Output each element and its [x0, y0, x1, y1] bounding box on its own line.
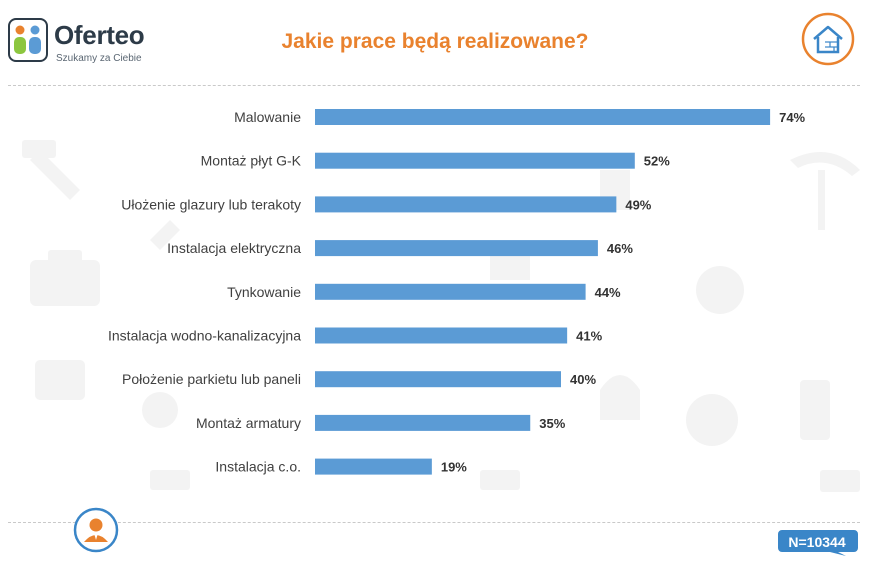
sample-size-badge: N=10344 — [788, 534, 846, 550]
category-label: Ułożenie glazury lub terakoty — [121, 196, 301, 212]
value-label: 74% — [779, 110, 805, 125]
header-divider — [8, 85, 860, 86]
category-label: Tynkowanie — [227, 284, 301, 300]
value-label: 46% — [607, 241, 633, 256]
category-label: Montaż płyt G-K — [201, 153, 302, 169]
brand-logo: Oferteo Szukamy za Ciebie — [8, 16, 158, 66]
value-label: 19% — [441, 460, 467, 475]
bar — [315, 371, 561, 388]
value-label: 35% — [539, 416, 565, 431]
bar — [315, 152, 635, 169]
value-label: 41% — [576, 329, 602, 344]
category-label: Instalacja c.o. — [215, 459, 301, 475]
background-tools-pattern — [22, 140, 860, 492]
bar-chart: Malowanie 74% Montaż płyt G-K 52% Ułożenie g… — [108, 109, 806, 475]
value-label: 44% — [595, 285, 621, 300]
brand-name: Oferteo — [54, 20, 145, 50]
person-icon — [73, 507, 119, 553]
oferteo-logo-icon — [8, 18, 48, 62]
value-label: 49% — [625, 197, 651, 212]
value-label: 52% — [644, 154, 670, 169]
bar — [315, 196, 617, 213]
category-label: Położenie parkietu lub paneli — [122, 371, 301, 387]
category-label: Montaż armatury — [196, 415, 301, 431]
bar — [315, 327, 568, 344]
category-label: Malowanie — [234, 109, 301, 125]
bar — [315, 458, 432, 475]
category-label: Instalacja elektryczna — [167, 240, 301, 256]
bar — [315, 109, 771, 125]
sample-size-badge-shape — [778, 530, 858, 556]
bar — [315, 283, 586, 300]
house-brick-icon — [801, 12, 855, 66]
bar — [315, 414, 531, 431]
value-label: 40% — [570, 372, 596, 387]
footer-divider — [8, 522, 860, 523]
category-label: Instalacja wodno-kanalizacyjna — [108, 328, 301, 344]
chart-title: Jakie prace będą realizowane? — [281, 30, 589, 53]
bar — [315, 240, 598, 257]
brand-tagline: Szukamy za Ciebie — [56, 53, 142, 64]
